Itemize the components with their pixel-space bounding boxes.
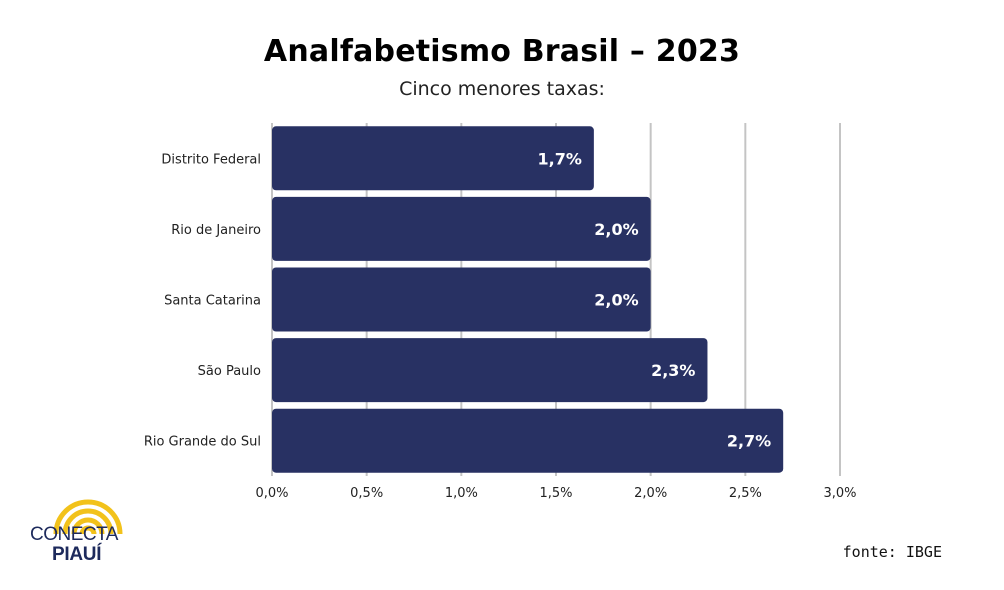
category-label: Distrito Federal: [161, 152, 261, 167]
x-tick-label: 2,0%: [634, 486, 667, 501]
sun-arcs-icon: [53, 499, 123, 535]
bar-value-label: 1,7%: [537, 149, 581, 168]
x-tick-label: 0,5%: [350, 486, 383, 501]
x-tick-label: 1,5%: [539, 486, 572, 501]
bar: [272, 408, 784, 473]
x-tick-label: 1,0%: [445, 486, 478, 501]
chart-title: Analfabetismo Brasil – 2023: [263, 34, 741, 69]
category-label: Rio Grande do Sul: [144, 435, 261, 450]
bar: [272, 267, 651, 332]
logo-text-piaui: PIAUÍ: [52, 544, 102, 565]
bar: [272, 126, 594, 191]
bar: [272, 338, 708, 403]
bar: [272, 196, 651, 261]
category-labels: Distrito Federal Rio de Janeiro Santa Cata…: [144, 152, 261, 449]
category-label: São Paulo: [198, 364, 261, 379]
x-tick-label: 0,0%: [255, 486, 288, 501]
category-label: Rio de Janeiro: [171, 223, 261, 238]
chart-subtitle: Cinco menores taxas:: [399, 78, 605, 100]
bar-value-label: 2,0%: [594, 291, 638, 310]
bar-value-label: 2,3%: [651, 361, 695, 380]
bar-value-label: 2,0%: [594, 220, 638, 239]
conecta-piaui-logo: CONECTA PIAUÍ: [30, 498, 140, 568]
bar-value-label: 2,7%: [727, 432, 771, 451]
source-note: fonte: IBGE: [842, 543, 942, 561]
x-tick-label: 2,5%: [729, 486, 762, 501]
logo-text-conecta: CONECTA: [30, 524, 118, 545]
x-axis-tick-labels: 0,0% 0,5% 1,0% 1,5% 2,0% 2,5% 3,0%: [255, 486, 856, 501]
category-label: Santa Catarina: [164, 294, 261, 309]
x-tick-label: 3,0%: [823, 486, 856, 501]
bars: 1,7% 2,0% 2,0% 2,3% 2,7%: [272, 126, 784, 473]
